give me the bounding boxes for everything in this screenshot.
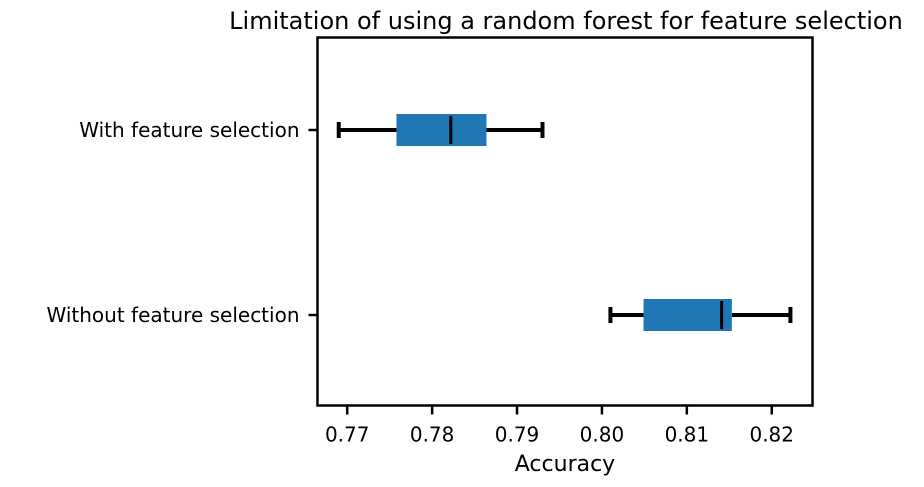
x-tick-label: 0.82 <box>749 423 794 447</box>
x-tick-label: 0.79 <box>495 423 540 447</box>
box-plot-with-feature-selection <box>336 114 545 146</box>
y-axis: With feature selection Without feature se… <box>47 118 318 327</box>
plot-area-frame <box>316 36 814 407</box>
x-axis-label: Accuracy <box>515 452 615 477</box>
x-tick-label: 0.78 <box>410 423 455 447</box>
x-axis: 0.77 0.78 0.79 0.80 0.81 0.82 <box>325 405 794 447</box>
iqr-box <box>643 299 732 331</box>
x-tick-label: 0.81 <box>665 423 710 447</box>
x-tick-label: 0.80 <box>580 423 625 447</box>
y-tick-label: With feature selection <box>79 118 299 142</box>
y-tick-label: Without feature selection <box>47 303 300 327</box>
iqr-box <box>396 114 487 146</box>
x-tick-label: 0.77 <box>325 423 370 447</box>
box-plot-without-feature-selection <box>608 299 793 331</box>
boxes-layer <box>336 114 793 331</box>
chart-title: Limitation of using a random forest for … <box>229 7 903 35</box>
